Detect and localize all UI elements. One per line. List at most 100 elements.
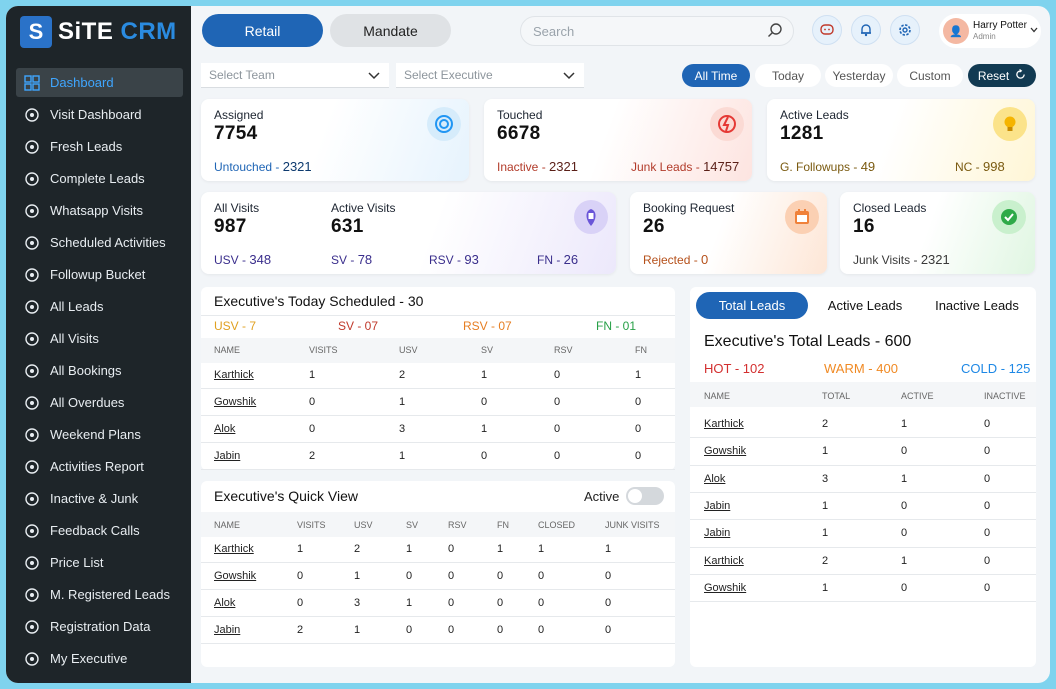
sidebar-item-activities-report[interactable]: Activities Report <box>16 452 183 481</box>
g-followups-value: 49 <box>860 159 876 174</box>
avatar: 👤 <box>943 18 969 44</box>
sidebar-item-followup-bucket[interactable]: Followup Bucket <box>16 260 183 289</box>
executive-name-link[interactable]: Alok <box>214 597 236 609</box>
table-cell: 1 <box>822 499 829 512</box>
row-divider <box>201 589 675 590</box>
bell-icon[interactable] <box>851 15 881 45</box>
sidebar-item-whatsapp-visits[interactable]: Whatsapp Visits <box>16 196 183 225</box>
table-cell: 2 <box>822 554 829 567</box>
sidebar-item-label: M. Registered Leads <box>50 587 170 602</box>
executive-name-link[interactable]: Jabin <box>704 527 731 540</box>
price-tag-icon <box>24 555 40 571</box>
sidebar-item-scheduled-activities[interactable]: Scheduled Activities <box>16 228 183 257</box>
sidebar-item-label: Scheduled Activities <box>50 235 166 250</box>
sidebar-item-fresh-leads[interactable]: Fresh Leads <box>16 132 183 161</box>
executive-name-link[interactable]: Karthick <box>704 554 744 567</box>
sidebar-item-all-overdues[interactable]: All Overdues <box>16 388 183 417</box>
range-today[interactable]: Today <box>755 64 821 87</box>
bar-chart-icon <box>24 459 40 475</box>
total-leads-tab[interactable]: Total Leads <box>696 292 808 319</box>
row-divider <box>690 519 1036 521</box>
row-divider <box>690 464 1036 466</box>
row-divider <box>201 616 675 617</box>
sidebar-item-dashboard[interactable]: Dashboard <box>16 68 183 97</box>
executive-name-link[interactable]: Jabin <box>214 624 241 636</box>
active-leads-card[interactable]: Active Leads 1281 G. Followups - 49 NC -… <box>767 99 1035 181</box>
team-select[interactable]: Select Team <box>201 63 389 88</box>
user-menu[interactable]: 👤 Harry Potter Admin <box>939 14 1041 48</box>
active-leads-value: 1281 <box>780 123 824 144</box>
sidebar-item-label: All Leads <box>50 299 104 314</box>
executive-name-link[interactable]: Alok <box>214 423 236 435</box>
executive-name-link[interactable]: Gowshik <box>704 581 747 594</box>
booking-card[interactable]: Booking Request 26 Rejected - 0 <box>630 192 827 274</box>
sidebar-item-feedback-calls[interactable]: Feedback Calls <box>16 516 183 545</box>
chat-icon[interactable] <box>812 15 842 45</box>
column-header: RSV <box>554 345 573 355</box>
sidebar-item-price-list[interactable]: Price List <box>16 548 183 577</box>
table-cell: 0 <box>605 624 612 636</box>
mandate-tab[interactable]: Mandate <box>330 14 451 47</box>
table-cell: 2 <box>822 418 829 430</box>
booking-label: Booking Request <box>643 201 735 215</box>
table-cell: 0 <box>448 624 455 636</box>
sidebar-item-inactive-junk[interactable]: Inactive & Junk <box>16 484 183 513</box>
sidebar-item-complete-leads[interactable]: Complete Leads <box>16 164 183 193</box>
executive-name-link[interactable]: Gowshik <box>214 570 257 582</box>
executive-name-link[interactable]: Gowshik <box>214 396 257 408</box>
search-icon[interactable] <box>767 23 783 42</box>
executive-name-link[interactable]: Gowshik <box>704 445 747 458</box>
executive-select[interactable]: Select Executive <box>396 63 584 88</box>
row-divider <box>201 388 675 389</box>
executive-name-link[interactable]: Karthick <box>704 418 744 430</box>
reset-button[interactable]: Reset <box>968 64 1036 87</box>
table-cell: 2 <box>399 369 406 381</box>
visits-card[interactable]: All Visits 987 Active Visits 631 USV - 3… <box>201 192 616 274</box>
sidebar-item-all-bookings[interactable]: All Bookings <box>16 356 183 385</box>
executive-name-link[interactable]: Jabin <box>704 499 731 512</box>
nc-value: 998 <box>983 159 1005 174</box>
executive-name-link[interactable]: Jabin <box>214 450 241 462</box>
gear-icon[interactable] <box>890 15 920 45</box>
retail-tab[interactable]: Retail <box>202 14 323 47</box>
table-cell: 0 <box>635 450 642 462</box>
assigned-value: 7754 <box>214 123 258 144</box>
id-card-icon <box>24 587 40 603</box>
row-divider <box>690 546 1036 548</box>
table-cell: 0 <box>984 472 991 485</box>
range-all-time[interactable]: All Time <box>682 64 750 87</box>
sidebar-item-all-visits[interactable]: All Visits <box>16 324 183 353</box>
assigned-card[interactable]: Assigned 7754 Untouched - 2321 <box>201 99 469 181</box>
sidebar-item-registration-data[interactable]: Registration Data <box>16 612 183 641</box>
sidebar-item-weekend-plans[interactable]: Weekend Plans <box>16 420 183 449</box>
sidebar-item-m-registered-leads[interactable]: M. Registered Leads <box>16 580 183 609</box>
search-input[interactable]: Search <box>520 16 794 46</box>
active-toggle[interactable] <box>626 487 664 505</box>
active-leads-tab[interactable]: Active Leads <box>827 298 903 313</box>
table-cell: 0 <box>481 450 488 462</box>
phone-icon <box>24 523 40 539</box>
column-header: FN <box>497 520 509 530</box>
range-yesterday[interactable]: Yesterday <box>825 64 893 87</box>
executive-name-link[interactable]: Alok <box>704 472 726 485</box>
column-header: INACTIVE <box>984 391 1026 401</box>
table-cell: 1 <box>354 570 361 582</box>
table-cell: 1 <box>901 418 908 430</box>
executive-name-link[interactable]: Karthick <box>214 369 254 381</box>
inactive-leads-tab[interactable]: Inactive Leads <box>935 298 1019 313</box>
sidebar-item-my-executive[interactable]: My Executive <box>16 644 183 673</box>
range-custom[interactable]: Custom <box>897 64 963 87</box>
location-pin-icon <box>24 107 40 123</box>
table-cell: 1 <box>822 527 829 540</box>
power-off-icon <box>710 107 744 141</box>
touched-card[interactable]: Touched 6678 Inactive - 2321 Junk Leads … <box>484 99 752 181</box>
executive-name-link[interactable]: Karthick <box>214 543 254 555</box>
sidebar-item-all-leads[interactable]: All Leads <box>16 292 183 321</box>
sv-label: SV - <box>331 253 355 267</box>
sidebar-item-visit-dashboard[interactable]: Visit Dashboard <box>16 100 183 129</box>
row-divider <box>201 415 675 416</box>
closed-card[interactable]: Closed Leads 16 Junk Visits - 2321 <box>840 192 1035 274</box>
touched-label: Touched <box>497 108 543 122</box>
rsv-label: RSV - <box>429 253 462 267</box>
column-header: NAME <box>214 345 241 355</box>
